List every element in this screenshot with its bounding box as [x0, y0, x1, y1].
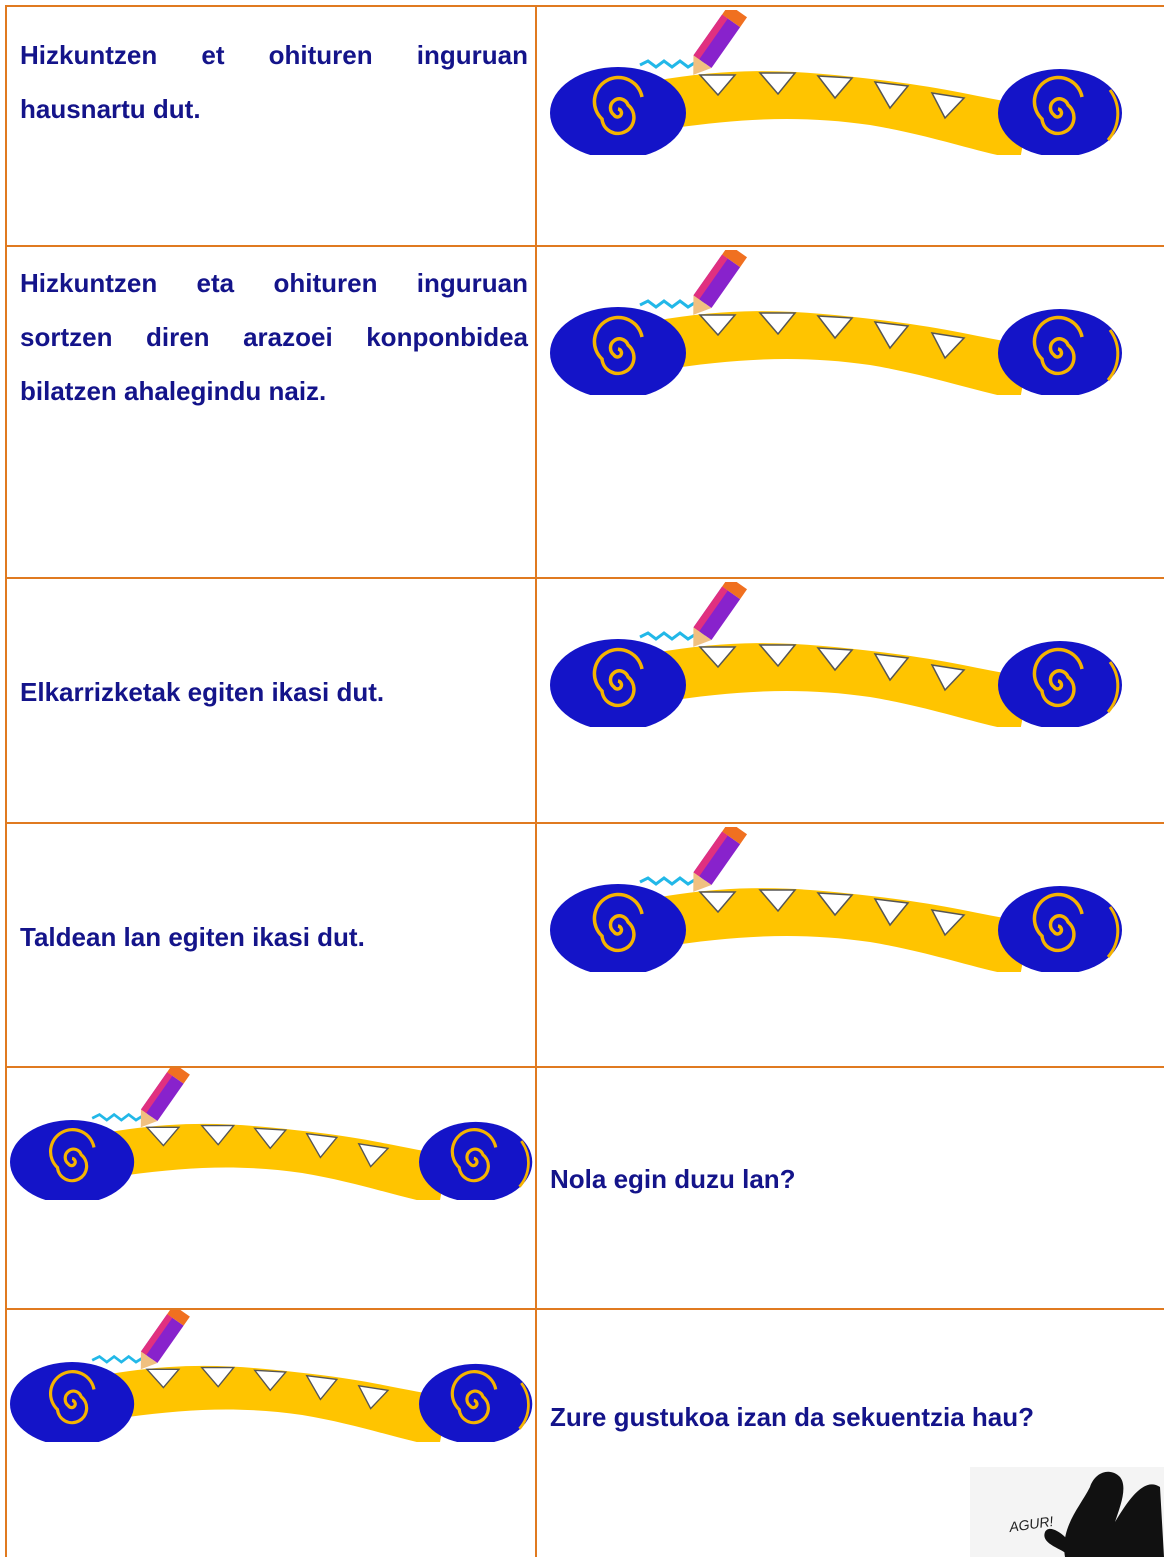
cell-text: Elkarrizketak egiten ikasi dut.: [20, 677, 385, 707]
rating-scale-image: [10, 1310, 534, 1443]
rating-scale-image: [10, 1068, 534, 1201]
row-border: [5, 822, 1164, 824]
cell-text: Taldean lan egiten ikasi dut.: [20, 922, 365, 952]
row-border: [5, 5, 1164, 7]
column-border: [535, 5, 537, 1557]
rating-scale-image: [550, 250, 1124, 395]
row-border: [5, 245, 1164, 247]
cell-text: Zure gustukoa izan da sekuentzia hau?: [550, 1402, 1034, 1432]
rating-scale-image: [550, 827, 1124, 972]
cell-text: Hizkuntzen et ohituren inguruan hausnart…: [20, 40, 528, 124]
cell-text: Hizkuntzen eta ohituren inguruan sortzen…: [20, 268, 528, 406]
agur-image: AGUR!: [970, 1467, 1164, 1557]
column-border: [5, 5, 7, 1557]
rating-scale-image: [550, 10, 1124, 155]
row-border: [5, 1308, 1164, 1310]
agur-label: AGUR!: [1007, 1513, 1054, 1535]
row-border: [5, 577, 1164, 579]
cell-text: Nola egin duzu lan?: [550, 1164, 796, 1194]
rating-scale-image: [550, 582, 1124, 727]
row-border: [5, 1066, 1164, 1068]
